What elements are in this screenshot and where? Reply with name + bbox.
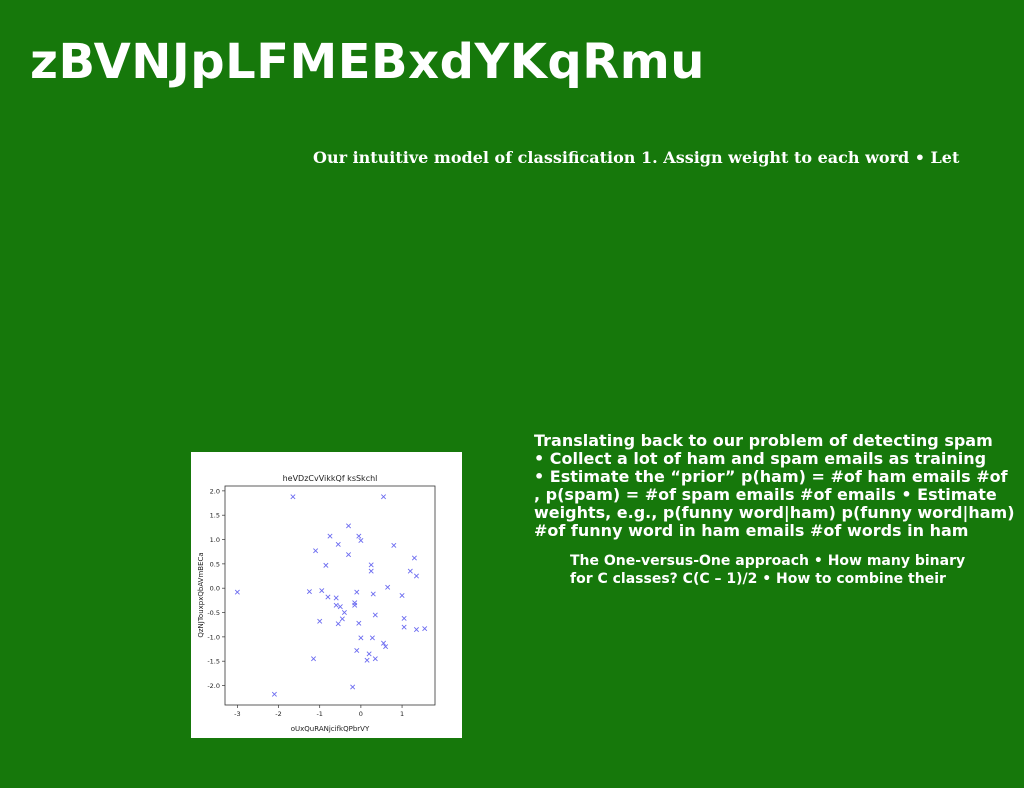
text-line: Translating back to our problem of detec… — [534, 431, 993, 450]
data-point — [339, 616, 345, 622]
data-point — [354, 589, 360, 595]
text-line: #of funny word in ham emails #of words i… — [534, 521, 969, 540]
chart-title: heVDzCvVikkQf ksSkchl — [283, 474, 378, 483]
x-axis-label: oUxQuRANjcifkQPbrVY — [291, 725, 370, 733]
data-point — [383, 644, 389, 650]
data-point — [323, 562, 329, 568]
data-point — [346, 523, 352, 529]
x-ticks: -3 -2 -1 0 1 — [234, 705, 404, 718]
data-point — [325, 594, 331, 600]
data-points — [234, 494, 428, 697]
x-tick-label: 1 — [400, 710, 404, 718]
x-tick-label: 0 — [359, 710, 363, 718]
y-ticks: -2.0 -1.5 -1.0 -0.5 0.0 0.5 1.0 1.5 2.0 — [207, 487, 225, 690]
data-point — [319, 588, 325, 594]
data-point — [413, 627, 419, 633]
y-tick-label: 0.5 — [210, 560, 220, 568]
data-point — [368, 562, 374, 568]
y-tick-label: -2.0 — [207, 682, 220, 690]
y-axis-label: QzNJTouxpxQbAVmBECa — [197, 552, 205, 637]
data-point — [290, 494, 296, 500]
data-point — [407, 568, 413, 574]
data-point — [341, 610, 347, 616]
data-point — [271, 691, 277, 697]
data-point — [366, 651, 372, 657]
data-point — [372, 612, 378, 618]
data-point — [385, 584, 391, 590]
data-point — [327, 533, 333, 539]
data-point — [335, 621, 341, 627]
text-line: The One-versus-One approach • How many b… — [570, 553, 966, 569]
scatter-figure: heVDzCvVikkQf ksSkchl -2.0 -1.5 -1.0 -0.5 0.… — [191, 452, 462, 738]
text-line: • Collect a lot of ham and spam emails a… — [534, 449, 987, 468]
data-point — [352, 600, 358, 606]
data-point — [306, 589, 312, 595]
one-versus-one-text: The One-versus-One approach • How many b… — [570, 552, 990, 588]
y-tick-label: 0.0 — [210, 585, 220, 593]
plot-frame — [224, 485, 436, 706]
data-point — [401, 615, 407, 621]
data-point — [333, 595, 339, 601]
y-tick-label: 1.0 — [210, 536, 220, 544]
y-tick-label: 1.5 — [210, 512, 220, 520]
y-tick-label: -1.0 — [207, 633, 220, 641]
y-tick-label: -1.5 — [207, 658, 220, 666]
scatter-chart: heVDzCvVikkQf ksSkchl -2.0 -1.5 -1.0 -0.5 0.… — [197, 474, 436, 733]
data-point — [399, 592, 405, 599]
data-point — [381, 640, 387, 646]
data-point — [391, 542, 397, 548]
data-point — [413, 573, 419, 579]
data-point — [358, 635, 364, 641]
data-point — [358, 537, 364, 544]
data-point — [364, 657, 370, 663]
data-point — [354, 647, 360, 654]
data-point — [350, 684, 356, 690]
data-point — [411, 555, 417, 561]
data-point — [356, 620, 362, 626]
data-point — [335, 541, 341, 547]
slide-title: zBVNJpLFMEBxdYKqRmu — [30, 34, 705, 90]
text-line: for C classes? C(C – 1)/2 • How to combi… — [570, 571, 946, 587]
data-point — [337, 604, 343, 610]
data-point — [370, 591, 376, 597]
data-point — [381, 494, 387, 500]
text-line: weights, e.g., p(funny word|ham) p(funny… — [534, 503, 1015, 522]
text-line: , p(spam) = #of spam emails #of emails •… — [534, 485, 997, 504]
spam-detection-text: Translating back to our problem of detec… — [534, 432, 1022, 540]
data-point — [317, 618, 323, 624]
data-point — [369, 635, 375, 641]
text-line: • Estimate the “prior” p(ham) = #of ham … — [534, 467, 1008, 486]
data-point — [422, 626, 428, 632]
data-point — [346, 552, 352, 558]
data-point — [311, 656, 317, 662]
x-tick-label: -3 — [234, 710, 240, 718]
data-point — [368, 568, 374, 574]
x-tick-label: -1 — [316, 710, 322, 718]
slide-subtitle: Our intuitive model of classification 1.… — [313, 148, 960, 167]
data-point — [372, 656, 378, 662]
x-tick-label: -2 — [275, 710, 281, 718]
data-point — [333, 602, 339, 608]
y-tick-label: -0.5 — [207, 609, 220, 617]
data-point — [234, 589, 240, 595]
data-point — [352, 602, 358, 608]
data-point — [401, 624, 407, 630]
data-point — [356, 533, 362, 539]
data-point — [313, 548, 319, 554]
y-tick-label: 2.0 — [210, 487, 220, 495]
